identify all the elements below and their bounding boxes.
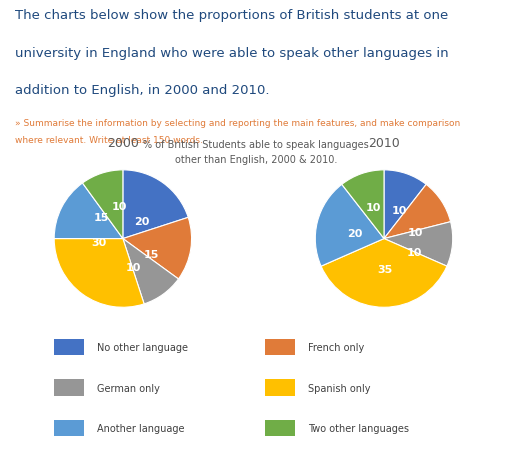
Text: where relevant. Write at least 150 words.: where relevant. Write at least 150 words…: [15, 136, 203, 145]
Text: Another language: Another language: [97, 423, 184, 433]
Bar: [265, 420, 295, 437]
Wedge shape: [82, 170, 123, 239]
Text: 20: 20: [135, 217, 150, 227]
Text: 10: 10: [392, 205, 407, 215]
Text: 30: 30: [91, 238, 106, 248]
Wedge shape: [123, 239, 179, 304]
Text: 10: 10: [366, 202, 381, 212]
Wedge shape: [315, 185, 384, 267]
Bar: [54, 380, 84, 396]
Wedge shape: [384, 185, 451, 239]
Text: Spanish only: Spanish only: [308, 383, 370, 393]
Text: 10: 10: [407, 248, 422, 258]
Text: addition to English, in 2000 and 2010.: addition to English, in 2000 and 2010.: [15, 84, 270, 97]
Wedge shape: [384, 222, 453, 267]
Wedge shape: [384, 170, 426, 239]
Bar: [265, 380, 295, 396]
Text: university in England who were able to speak other languages in: university in England who were able to s…: [15, 46, 449, 60]
Title: 2010: 2010: [368, 137, 400, 150]
Text: German only: German only: [97, 383, 160, 393]
Wedge shape: [123, 170, 188, 239]
Text: 10: 10: [112, 201, 127, 211]
Text: Two other languages: Two other languages: [308, 423, 409, 433]
Bar: [54, 339, 84, 356]
Wedge shape: [54, 184, 123, 239]
Title: 2000: 2000: [107, 137, 139, 150]
Bar: [265, 339, 295, 356]
Bar: [54, 420, 84, 437]
Text: 15: 15: [93, 212, 109, 222]
Text: % of British Students able to speak languages
other than English, 2000 & 2010.: % of British Students able to speak lang…: [143, 140, 369, 165]
Text: » Summarise the information by selecting and reporting the main features, and ma: » Summarise the information by selecting…: [15, 119, 460, 128]
Text: 10: 10: [125, 263, 141, 273]
Wedge shape: [321, 239, 447, 308]
Text: 20: 20: [348, 229, 363, 239]
Text: 15: 15: [144, 249, 159, 259]
Text: No other language: No other language: [97, 342, 188, 352]
Wedge shape: [342, 170, 384, 239]
Text: 10: 10: [408, 227, 423, 237]
Wedge shape: [123, 218, 191, 279]
Text: French only: French only: [308, 342, 364, 352]
Text: 35: 35: [378, 264, 393, 274]
Wedge shape: [54, 239, 144, 308]
Text: The charts below show the proportions of British students at one: The charts below show the proportions of…: [15, 9, 449, 22]
